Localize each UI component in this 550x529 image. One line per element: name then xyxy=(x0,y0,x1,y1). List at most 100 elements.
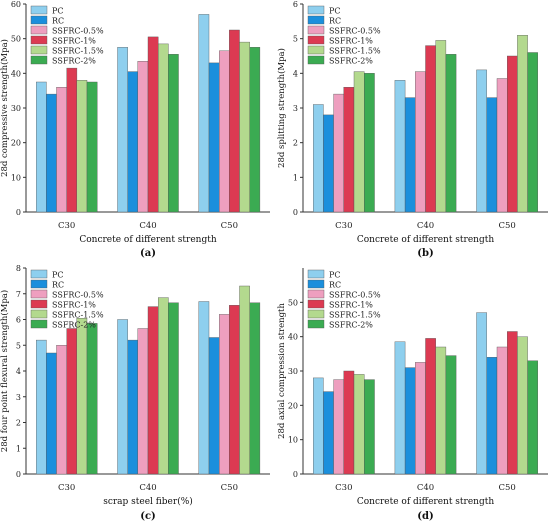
bar-ssfrc2-c40 xyxy=(168,54,179,213)
bar-ssfrc05-c30 xyxy=(333,93,345,213)
legend-swatch xyxy=(30,319,48,329)
legend-label: PC xyxy=(329,7,341,16)
y-tick-label: 0 xyxy=(16,208,21,217)
bar-ssfrc15-c30 xyxy=(353,374,365,475)
x-tick-label: C50 xyxy=(499,483,516,493)
x-tick-label: C50 xyxy=(499,221,516,231)
x-tick-label: C30 xyxy=(335,221,352,231)
y-axis-title: 28d splitting strength(Mpa) xyxy=(276,48,287,168)
x-tick-label: C30 xyxy=(335,483,352,493)
y-tick-label: 1 xyxy=(16,444,21,453)
bar-ssfrc2-c50 xyxy=(249,47,261,213)
bar-ssfrc2-c30 xyxy=(364,379,375,475)
y-tick-label: 2 xyxy=(16,419,21,428)
bar-pc-c50 xyxy=(476,69,487,213)
y-tick-label: 7 xyxy=(16,290,21,299)
y-tick-label: 20 xyxy=(11,139,21,148)
bar-rc-c40 xyxy=(127,339,139,475)
legend-swatch xyxy=(307,25,325,35)
bar-ssfrc15-c40 xyxy=(435,346,447,475)
bar-ssfrc15-c40 xyxy=(157,43,169,213)
y-tick-label: 30 xyxy=(288,367,298,376)
legend-swatch xyxy=(307,5,325,15)
bar-pc-c50 xyxy=(198,301,210,475)
bar-pc-c30 xyxy=(313,104,324,213)
bar-ssfrc15-c30 xyxy=(76,80,88,213)
bar-pc-c50 xyxy=(476,312,487,475)
bar-pc-c30 xyxy=(36,339,47,475)
x-tick-label: C30 xyxy=(58,221,75,231)
legend-swatch xyxy=(307,279,325,289)
legend-swatch xyxy=(307,309,325,319)
panel-label: (a) xyxy=(140,248,156,259)
panel-label: (b) xyxy=(417,248,433,259)
legend-swatch xyxy=(307,299,325,309)
bar-rc-c50 xyxy=(208,337,220,475)
legend-label: SSFRC-2% xyxy=(52,321,96,330)
bar-pc-c30 xyxy=(313,377,324,475)
bar-rc-c40 xyxy=(404,367,416,475)
bar-rc-c40 xyxy=(404,97,416,213)
y-tick-label: 30 xyxy=(11,104,21,113)
bar-ssfrc1-c40 xyxy=(425,45,436,213)
y-tick-label: 3 xyxy=(16,393,21,402)
bar-ssfrc15-c30 xyxy=(353,71,365,213)
y-tick-label: 40 xyxy=(11,69,21,78)
bar-ssfrc2-c40 xyxy=(445,355,457,475)
x-tick-label: C50 xyxy=(221,221,238,231)
legend-swatch xyxy=(30,15,48,25)
bar-ssfrc2-c40 xyxy=(168,302,179,475)
legend-label: SSFRC-2% xyxy=(329,57,373,66)
legend-label: PC xyxy=(329,271,341,280)
legend-swatch xyxy=(30,289,48,299)
bar-ssfrc05-c40 xyxy=(415,71,426,213)
bar-ssfrc1-c40 xyxy=(147,36,159,213)
bar-ssfrc1-c50 xyxy=(507,331,518,475)
legend-swatch xyxy=(30,309,48,319)
legend-label: PC xyxy=(52,271,64,280)
legend-label: SSFRC-0.5% xyxy=(52,27,104,36)
bar-ssfrc05-c50 xyxy=(496,78,508,213)
bar-ssfrc05-c30 xyxy=(56,86,67,213)
bar-ssfrc05-c30 xyxy=(333,379,345,475)
y-tick-label: 6 xyxy=(16,316,21,325)
legend-label: SSFRC-1% xyxy=(329,301,373,310)
bar-pc-c30 xyxy=(36,81,47,213)
bar-ssfrc1-c30 xyxy=(66,67,78,213)
bar-ssfrc15-c50 xyxy=(239,41,250,213)
y-tick-label: 0 xyxy=(293,208,298,217)
bar-ssfrc2-c50 xyxy=(527,360,538,475)
y-tick-label: 4 xyxy=(293,69,298,78)
bar-ssfrc2-c30 xyxy=(86,81,98,213)
bar-ssfrc05-c40 xyxy=(137,61,149,213)
bar-rc-c30 xyxy=(323,114,334,213)
bar-ssfrc2-c30 xyxy=(86,323,98,475)
bar-ssfrc15-c50 xyxy=(239,285,250,475)
legend-swatch xyxy=(30,269,48,279)
legend-label: SSFRC-1.5% xyxy=(52,47,104,56)
x-tick-label: C40 xyxy=(139,483,156,493)
y-tick-label: 60 xyxy=(11,0,21,9)
bar-pc-c40 xyxy=(117,319,128,475)
bar-rc-c50 xyxy=(208,62,220,213)
x-axis-title: Concrete of different strength xyxy=(357,235,494,245)
bar-ssfrc15-c40 xyxy=(157,297,169,475)
bar-ssfrc2-c40 xyxy=(445,54,457,213)
bar-ssfrc1-c40 xyxy=(425,338,436,475)
y-tick-label: 8 xyxy=(16,264,21,273)
x-axis-title: Concrete of different strength xyxy=(79,235,216,245)
y-tick-label: 2 xyxy=(293,139,298,148)
legend-label: SSFRC-1.5% xyxy=(329,311,381,320)
legend-label: SSFRC-0.5% xyxy=(329,27,381,36)
legend-swatch xyxy=(307,35,325,45)
bar-ssfrc1-c30 xyxy=(66,328,78,475)
y-tick-label: 10 xyxy=(288,436,298,445)
legend-label: RC xyxy=(52,281,64,290)
bar-rc-c40 xyxy=(127,71,139,213)
bar-ssfrc15-c50 xyxy=(517,336,528,475)
legend-label: SSFRC-1.5% xyxy=(52,311,104,320)
legend-label: SSFRC-0.5% xyxy=(52,291,104,300)
y-tick-label: 50 xyxy=(11,35,21,44)
bar-ssfrc2-c50 xyxy=(249,302,261,475)
